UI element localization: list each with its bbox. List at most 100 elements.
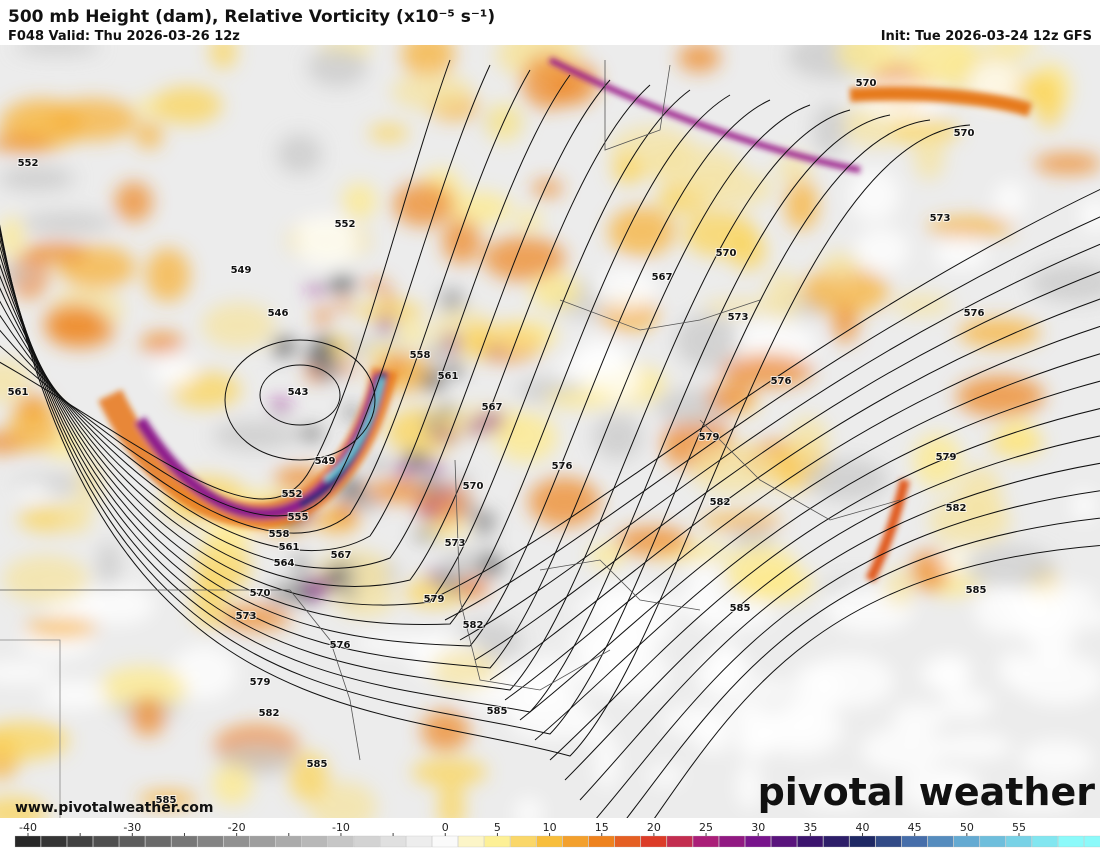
vorticity-blob [83,585,155,625]
colorbar-swatch [823,835,850,848]
vorticity-blob [59,499,93,534]
vorticity-blob [271,399,290,413]
vorticity-blob [784,180,819,231]
colorbar-swatch [849,835,876,848]
contour-labels: 552 552 549 546 543 558 561 567 549 552 555 558 561 5… [7,77,988,807]
contour [0,104,811,669]
vorticity-blob [460,500,477,515]
contour [519,353,1100,721]
vorticity-blob [884,568,915,606]
vorticity-blob [575,718,609,744]
contour-label: 561 [438,371,459,382]
contour [0,114,891,713]
vorticity-blob [363,280,390,290]
vorticity-blob [130,696,166,737]
vorticity-blob [218,605,291,631]
colorbar-swatch [93,835,119,848]
vorticity-blob [276,133,323,175]
contour-label: 549 [231,265,252,276]
colorbar-swatch [614,835,641,848]
vorticity-blob [209,45,237,69]
watermark: pivotal weather [758,770,1096,814]
vorticity-blob [588,544,625,568]
vorticity-band [98,57,1033,583]
vorticity-blob [529,273,582,310]
vorticity-blob [933,238,989,271]
vorticity-blob [689,442,778,495]
vorticity-blob [14,45,100,56]
contour-label: 564 [274,558,295,569]
contour-label: 552 [282,489,303,500]
contour-label: 573 [728,312,749,323]
contour [626,517,1100,818]
contour-label: 582 [259,708,280,719]
contour [0,84,651,587]
vorticity-blob [364,343,400,362]
vorticity-blob [646,765,685,787]
vorticity-blob [355,300,425,322]
contour [0,74,571,551]
contour [0,79,611,569]
vorticity-blob [378,315,394,335]
vorticity-blob [306,576,331,599]
vorticity-blob [308,781,378,818]
colorbar-swatch [771,835,798,848]
colorbar-swatch [119,835,146,848]
colorbar-swatch [249,835,276,848]
contour [474,271,1100,661]
colorbar-swatch [223,835,250,848]
colorbar-swatch [327,835,354,848]
contour-label: 570 [954,128,975,139]
colorbar-swatch [953,835,980,848]
site-url: www.pivotalweather.com [15,800,214,816]
colorbar-swatch [458,835,485,848]
vorticity-blob [890,294,953,316]
vorticity-blob [418,462,447,473]
colorbar-label: -20 [228,821,246,834]
vorticity-blob [848,169,900,222]
vorticity-blob [212,763,253,806]
contour-label: 558 [410,350,431,361]
vorticity-blob [913,433,962,488]
vorticity-blob [368,124,410,143]
colorbar-swatch [979,835,1006,848]
vorticity-blob [596,609,676,646]
vorticity-blob [800,781,873,809]
vorticity-blob [471,513,497,525]
contour-label: 546 [268,308,289,319]
vorticity-blob [8,403,60,452]
vorticity-blob [21,211,114,234]
colorbar-swatch [301,835,328,848]
vorticity-blob [296,427,324,440]
contour [459,243,1100,641]
vorticity-blob [0,165,75,192]
colorbar-label: 55 [1012,821,1026,834]
colorbar-swatch [640,835,667,848]
contour-label: 555 [288,512,309,523]
vorticity-blob [432,489,458,498]
contour [0,94,731,626]
colorbar-swatch [588,835,615,848]
colorbar-label: 50 [960,821,974,834]
vorticity-blob [383,290,395,306]
vorticity-blob [0,216,24,258]
vorticity-blob [430,341,441,366]
vorticity-blob [24,618,98,638]
vorticity-blob [706,383,756,413]
vorticity-blob [1070,489,1098,522]
vorticity-blob [801,267,889,315]
colorbar-label: -30 [123,821,141,834]
vorticity-blob [417,504,441,517]
vorticity-blob [340,582,358,601]
contour [0,64,491,517]
contour-label: 570 [716,248,737,259]
vorticity-blob [442,218,482,264]
contour [0,99,771,647]
vorticity-blob [325,565,348,588]
contour-label: 573 [930,213,951,224]
contour-label: 582 [710,497,731,508]
vorticity-blob [514,796,544,818]
vorticity-blob [734,713,775,761]
vorticity-blob [1029,263,1100,303]
